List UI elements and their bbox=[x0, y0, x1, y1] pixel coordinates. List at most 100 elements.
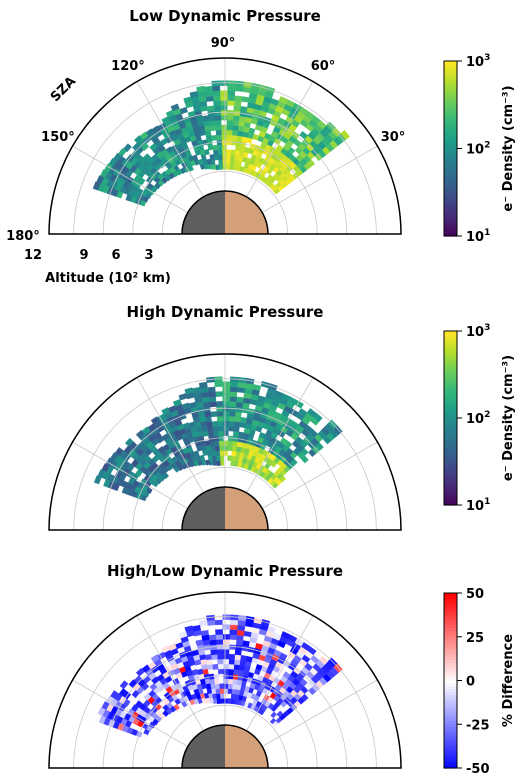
heatmap-cell bbox=[222, 653, 230, 660]
colorbar-tick-label: 101 bbox=[466, 497, 490, 514]
heatmap-cell bbox=[196, 85, 206, 93]
colorbar-swatch bbox=[444, 753, 457, 757]
colorbar-swatch bbox=[444, 625, 457, 629]
colorbar-swatch bbox=[444, 412, 457, 416]
colorbar-swatch bbox=[444, 227, 457, 231]
colorbar-tick-exponent: 1 bbox=[484, 497, 490, 507]
heatmap-cell bbox=[219, 95, 228, 101]
heatmap-cell bbox=[222, 663, 229, 670]
heatmap-cell bbox=[219, 455, 224, 461]
heatmap-cell bbox=[228, 668, 234, 675]
heatmap-cell bbox=[216, 653, 224, 660]
heatmap-cell bbox=[229, 629, 238, 636]
heatmap-cell bbox=[231, 688, 237, 695]
grid-circle bbox=[132, 437, 318, 531]
heatmap-cell bbox=[204, 654, 212, 661]
heatmap-cell bbox=[231, 683, 237, 690]
grid-spoke bbox=[262, 145, 378, 213]
heatmap-cell bbox=[215, 629, 223, 635]
heatmap-cell bbox=[216, 648, 224, 655]
heatmap-cell bbox=[230, 698, 235, 705]
colorbar-label: % Difference bbox=[501, 634, 516, 727]
heatmap-cell bbox=[217, 420, 224, 427]
heatmap-cell bbox=[245, 655, 253, 663]
heatmap-cell bbox=[198, 381, 208, 389]
heatmap-cell bbox=[212, 95, 221, 102]
heatmap-cell bbox=[150, 654, 160, 663]
heatmap-cell bbox=[232, 430, 240, 437]
heatmap-cell bbox=[227, 698, 232, 704]
colorbar-tick-exponent: 3 bbox=[484, 323, 490, 333]
heatmap-cell bbox=[223, 430, 229, 437]
outer-boundary-high bbox=[48, 353, 402, 531]
colorbar-swatch bbox=[444, 212, 457, 217]
colorbar-tick-label: 25 bbox=[466, 631, 484, 646]
heatmap-cell bbox=[214, 619, 223, 626]
colorbar-swatch bbox=[444, 104, 457, 109]
heatmap-cell bbox=[172, 399, 182, 407]
colorbar-swatch bbox=[444, 473, 457, 477]
colorbar-low: 103 102 101 e⁻ Density (cm⁻³) bbox=[443, 53, 516, 245]
heatmap-cell bbox=[161, 116, 171, 125]
heatmap-cell bbox=[227, 455, 232, 461]
outer-boundary-low bbox=[48, 57, 402, 235]
heatmap-cell bbox=[207, 391, 216, 398]
heatmap-cell bbox=[222, 648, 230, 655]
grid-spoke bbox=[262, 441, 378, 509]
heatmap-cell bbox=[220, 114, 228, 121]
heatmap-cell bbox=[228, 663, 235, 670]
heatmap-cell bbox=[209, 401, 217, 408]
colorbar-swatch bbox=[444, 218, 457, 223]
colorbar-swatch bbox=[444, 490, 457, 494]
heatmap-cell bbox=[226, 159, 231, 165]
colorbar-swatch bbox=[444, 695, 457, 699]
heatmap-cell bbox=[222, 658, 230, 665]
grid-spoke bbox=[72, 145, 188, 213]
colorbar-swatch bbox=[444, 69, 457, 74]
heatmap-cell bbox=[229, 396, 237, 402]
colorbar-swatch bbox=[444, 441, 457, 445]
heatmap-cell bbox=[221, 149, 227, 155]
heatmap-cell bbox=[214, 445, 220, 452]
heatmap-cell bbox=[230, 149, 236, 156]
colorbar-swatch bbox=[444, 651, 457, 655]
heatmap-cell bbox=[226, 154, 231, 160]
heatmap-cell bbox=[213, 100, 221, 106]
colorbar-swatch bbox=[444, 72, 457, 77]
heatmap-cell bbox=[219, 90, 228, 96]
heatmap-cell bbox=[223, 678, 229, 684]
colorbar-tick-label: 102 bbox=[466, 410, 490, 427]
colorbar-swatch bbox=[444, 744, 457, 749]
heatmap-cell bbox=[184, 625, 194, 633]
heatmap-cell bbox=[217, 663, 224, 670]
colorbar-swatch bbox=[444, 738, 457, 743]
heatmap-cell bbox=[340, 129, 351, 140]
colorbar-swatch bbox=[444, 160, 457, 164]
theta-tick-60: 60° bbox=[311, 59, 336, 74]
colorbar-swatch bbox=[444, 351, 457, 355]
colorbar-label: e⁻ Density (cm⁻³) bbox=[501, 85, 516, 211]
heatmap-cell bbox=[227, 95, 235, 101]
colorbar-swatch bbox=[444, 759, 457, 763]
heatmap-low bbox=[92, 80, 351, 207]
polar-grid-ratio bbox=[72, 592, 378, 769]
heatmap-cell bbox=[229, 386, 238, 393]
heatmap-cell bbox=[236, 135, 243, 142]
colorbar-swatch bbox=[444, 765, 457, 769]
colorbar-swatch bbox=[444, 139, 457, 144]
altitude-axis-label: Altitude (10² km) bbox=[45, 271, 171, 286]
colorbar-swatch bbox=[444, 724, 457, 728]
colorbar-swatch bbox=[444, 148, 457, 153]
heatmap-cell bbox=[214, 381, 223, 388]
planet-night-side bbox=[182, 725, 225, 768]
heatmap-cell bbox=[232, 668, 240, 675]
heatmap-cell bbox=[216, 144, 223, 151]
heatmap-cell bbox=[216, 410, 224, 417]
colorbar-swatch bbox=[444, 183, 457, 188]
colorbar-swatch bbox=[444, 610, 457, 615]
heatmap-cell bbox=[232, 120, 240, 127]
colorbar-swatch bbox=[444, 154, 457, 158]
planet-ratio bbox=[181, 724, 269, 769]
colorbar-swatch bbox=[444, 383, 457, 387]
colorbar-swatch bbox=[444, 756, 457, 760]
